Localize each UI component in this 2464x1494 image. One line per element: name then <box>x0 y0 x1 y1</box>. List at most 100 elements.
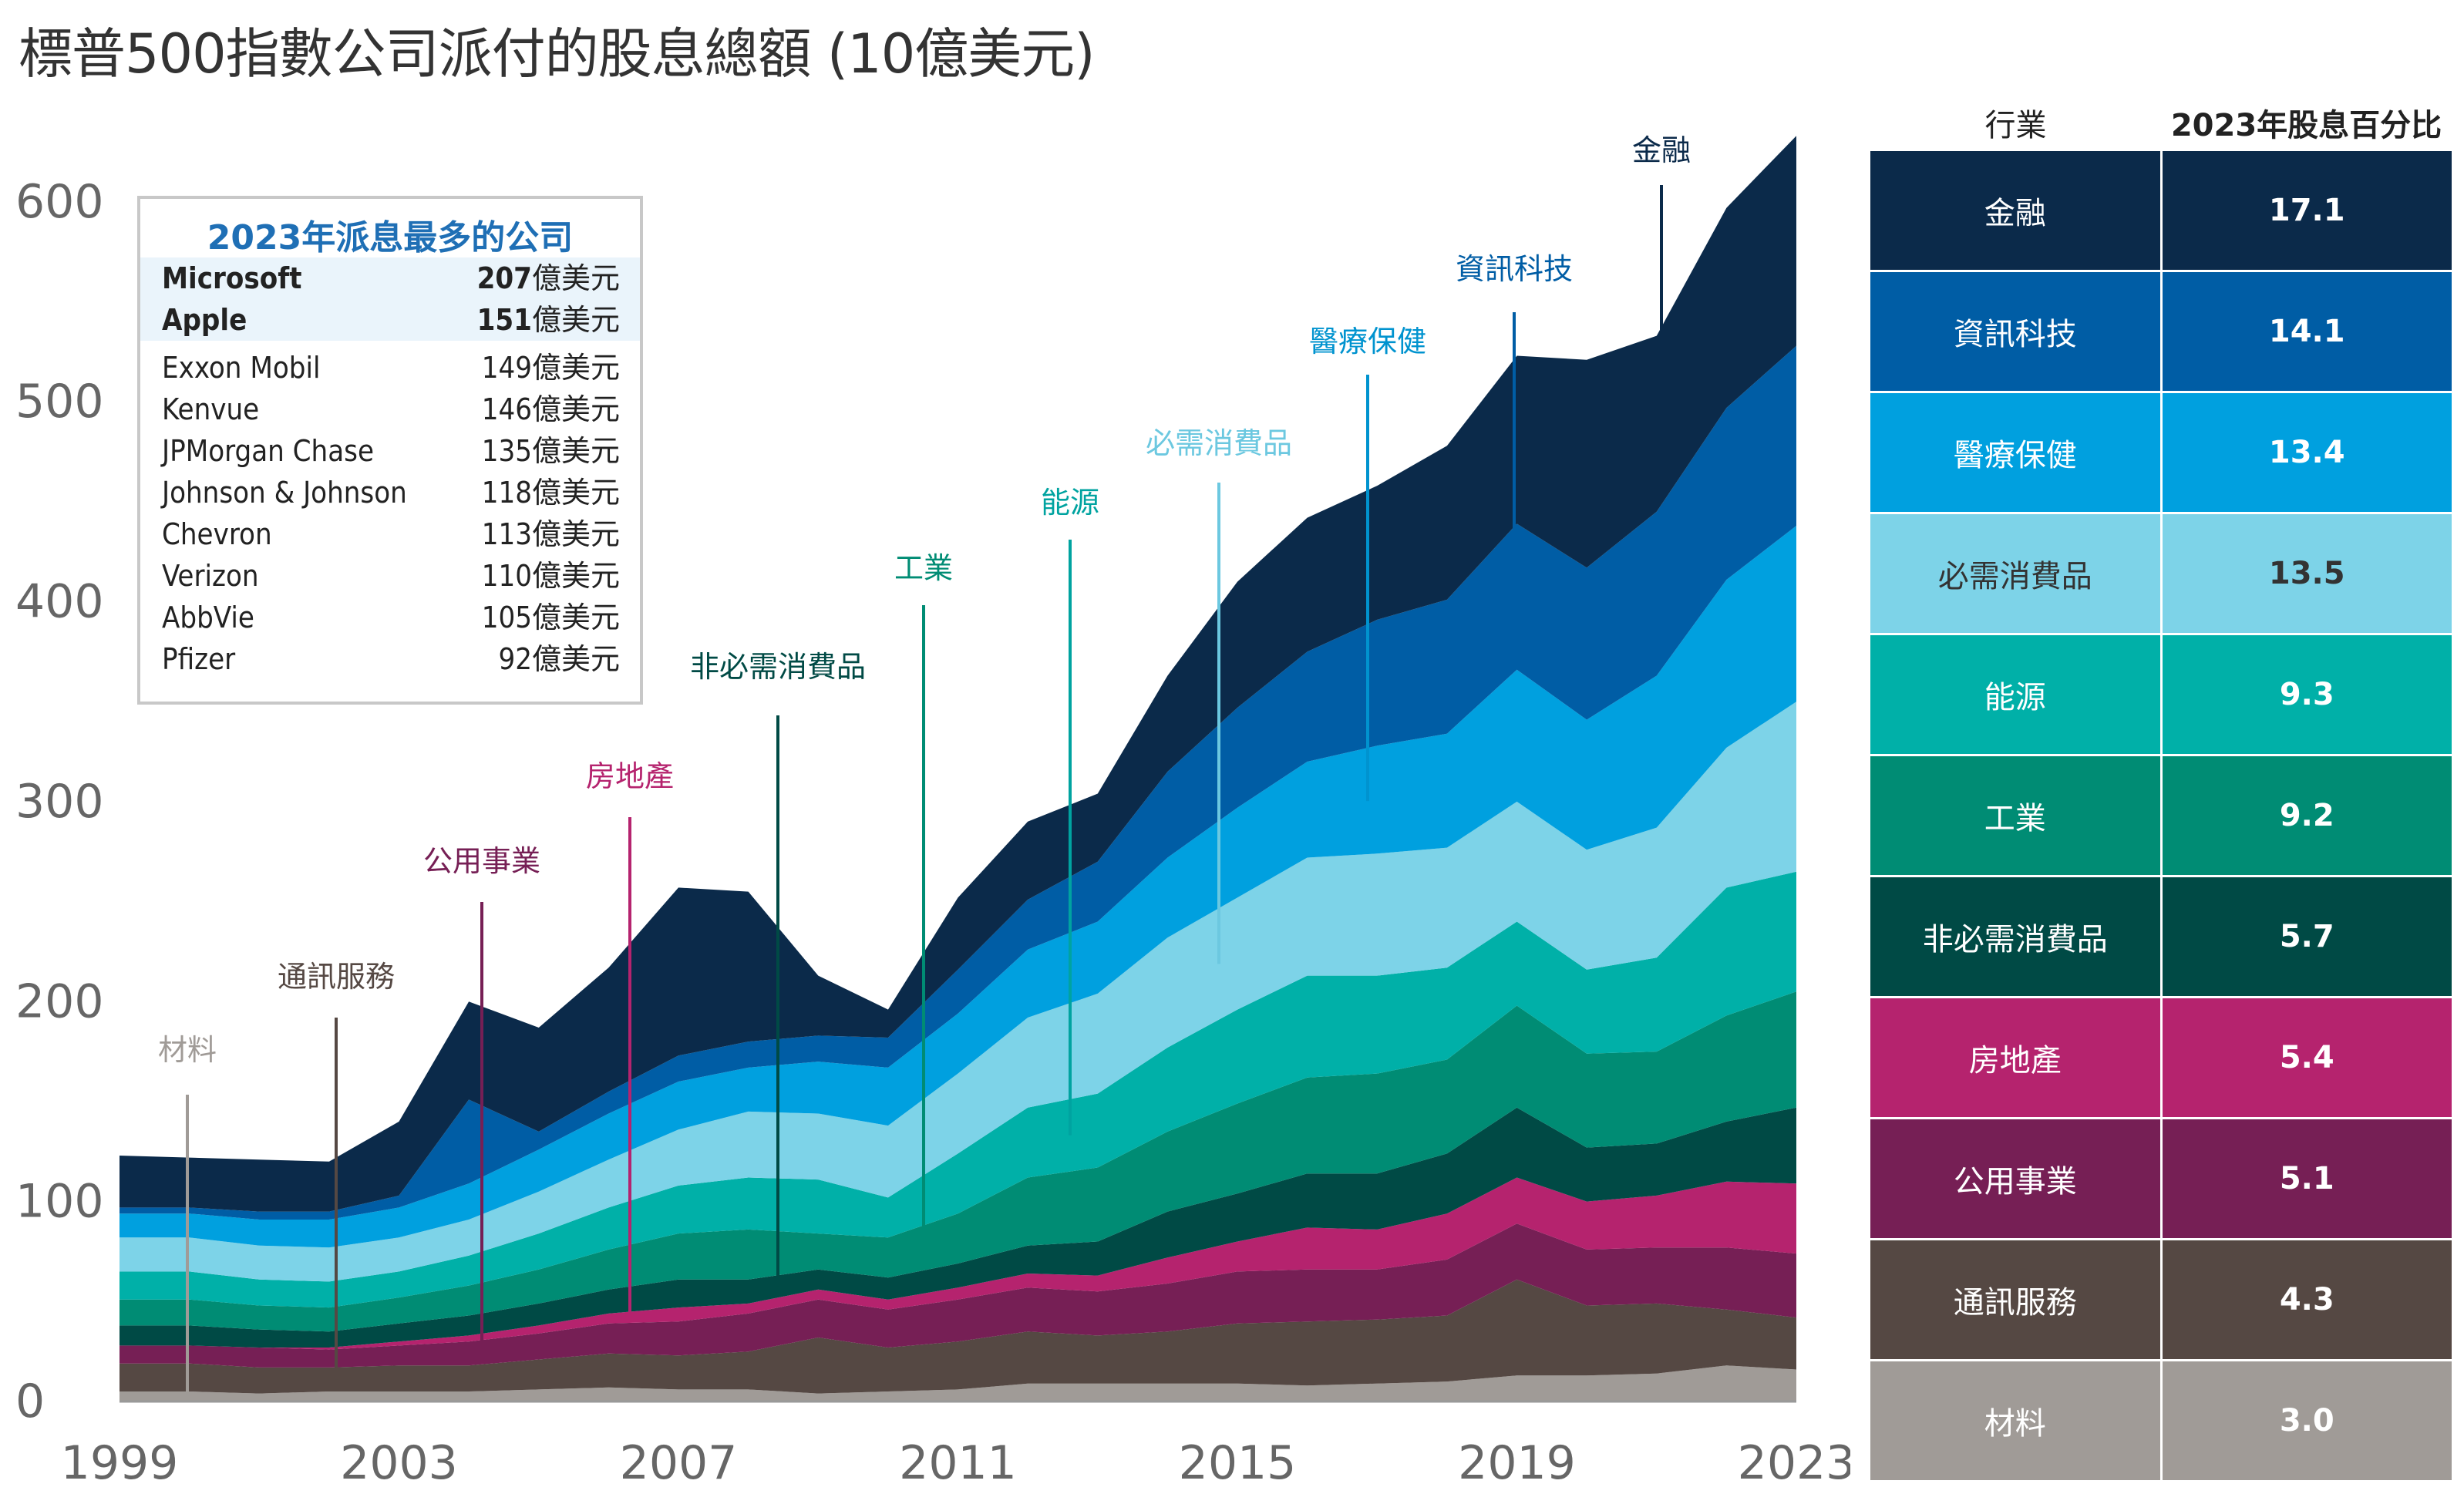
dividend-value: 92 <box>498 642 532 676</box>
dividend-value: 146 <box>481 392 532 426</box>
dividend-unit: 億美元 <box>531 559 620 593</box>
sector-label: 工業 <box>894 551 953 585</box>
sector-row: 金融 17.1 <box>1870 151 2452 272</box>
sector-row: 必需消費品 13.5 <box>1870 514 2452 635</box>
dividend-value: 149 <box>481 351 532 385</box>
dividend-amount: 149億美元 <box>482 347 620 389</box>
area-layers <box>119 136 1796 1401</box>
sector-percent: 14.1 <box>2159 272 2452 391</box>
top-payer-row: Microsoft 207億美元 <box>140 257 640 299</box>
sector-label: 資訊科技 <box>1456 252 1573 286</box>
sector-row: 能源 9.3 <box>1870 635 2452 756</box>
top-payer-row: Johnson & Johnson 118億美元 <box>140 472 640 513</box>
top-payer-row: Verizon 110億美元 <box>140 555 640 597</box>
top-payer-row: Chevron 113億美元 <box>140 513 640 555</box>
dividend-amount: 135億美元 <box>482 430 620 472</box>
area-材料 <box>119 1365 1796 1401</box>
dividend-value: 118 <box>481 476 532 510</box>
sector-percent: 9.3 <box>2159 635 2452 754</box>
y-tick-label: 300 <box>15 775 104 829</box>
company-name: Apple <box>162 303 247 337</box>
sector-column-header: 行業 <box>1984 108 2047 143</box>
sector-name: 房地產 <box>1870 998 2160 1117</box>
sector-percent: 5.4 <box>2159 998 2452 1117</box>
sector-name: 材料 <box>1870 1361 2160 1480</box>
top-payers-highlighted: Microsoft 207億美元 Apple 151億美元 <box>140 257 640 341</box>
area-能源 <box>119 871 1796 1308</box>
sector-percent: 9.2 <box>2159 756 2452 875</box>
company-name: Verizon <box>162 559 259 593</box>
sector-leader-lines: 材料 通訊服務 公用事業 房地產 非必需消費品 工業 能源 必需消費品 醫療保健 資訊科技 金融 <box>158 133 1691 1401</box>
sector-label: 能源 <box>1041 486 1099 520</box>
company-name: Microsoft <box>162 261 302 295</box>
dividend-amount: 146億美元 <box>482 389 620 430</box>
sector-label: 通訊服務 <box>278 960 395 994</box>
sector-percent: 5.7 <box>2159 877 2452 996</box>
x-tick-label: 2015 <box>1179 1436 1297 1490</box>
company-name: Pfizer <box>162 642 236 676</box>
dividend-unit: 億美元 <box>531 303 620 337</box>
top-payer-row: Exxon Mobil 149億美元 <box>140 347 640 389</box>
y-tick-label: 100 <box>15 1175 104 1229</box>
sector-row: 通訊服務 4.3 <box>1870 1240 2452 1361</box>
dividend-value: 135 <box>481 434 532 468</box>
sector-label: 金融 <box>1632 133 1691 167</box>
dividend-amount: 92億美元 <box>498 638 620 680</box>
sector-name: 通訊服務 <box>1870 1240 2160 1359</box>
stacked-area-chart: 材料 通訊服務 公用事業 房地產 非必需消費品 工業 能源 必需消費品 醫療保健 資訊科技 金融 0… <box>15 133 1850 1490</box>
company-name: Exxon Mobil <box>162 351 321 385</box>
x-tick-label: 2003 <box>340 1436 458 1490</box>
x-tick-label: 2023 <box>1738 1436 1850 1490</box>
sector-name: 金融 <box>1870 151 2160 270</box>
dividend-unit: 億美元 <box>531 392 620 426</box>
dividend-amount: 151億美元 <box>477 299 620 341</box>
dividend-value: 151 <box>476 303 532 337</box>
x-tick-label: 2007 <box>620 1436 738 1490</box>
top-payer-row: Pfizer 92億美元 <box>140 638 640 680</box>
company-name: Johnson & Johnson <box>162 476 407 510</box>
sector-name: 資訊科技 <box>1870 272 2160 391</box>
y-tick-label: 0 <box>15 1375 45 1428</box>
percent-column-header: 2023年股息百分比 <box>2170 108 2442 143</box>
dividend-unit: 億美元 <box>531 434 620 468</box>
x-axis: 1999 2003 2007 2011 2015 2019 2023 <box>61 1400 1850 1490</box>
sector-label: 公用事業 <box>423 844 540 878</box>
sector-name: 醫療保健 <box>1870 393 2160 512</box>
sector-label: 房地產 <box>586 759 674 793</box>
sector-row: 非必需消費品 5.7 <box>1870 877 2452 998</box>
dividend-amount: 105億美元 <box>482 597 620 638</box>
top-payers-box: 2023年派息最多的公司 Microsoft 207億美元 Apple 151億美元 … <box>137 196 643 705</box>
page-title: 標普500指數公司派付的股息總額 (10億美元) <box>19 22 1096 86</box>
y-tick-label: 500 <box>15 375 104 429</box>
dividend-amount: 118億美元 <box>482 472 620 513</box>
sector-percent: 4.3 <box>2159 1240 2452 1359</box>
sector-percent: 13.5 <box>2159 514 2452 633</box>
top-payer-row: AbbVie 105億美元 <box>140 597 640 638</box>
sector-row: 材料 3.0 <box>1870 1361 2452 1482</box>
sector-row: 醫療保健 13.4 <box>1870 393 2452 514</box>
sector-label: 非必需消費品 <box>690 650 866 684</box>
dividend-unit: 億美元 <box>531 261 620 295</box>
sector-percent: 13.4 <box>2159 393 2452 512</box>
sector-row: 資訊科技 14.1 <box>1870 272 2452 393</box>
area-公用事業 <box>119 1223 1796 1368</box>
dividend-value: 110 <box>481 559 532 593</box>
top-payers-title: 2023年派息最多的公司 <box>207 218 574 257</box>
company-name: Chevron <box>162 517 272 551</box>
sector-percent: 3.0 <box>2159 1361 2452 1480</box>
x-tick-label: 1999 <box>61 1436 179 1490</box>
x-tick-label: 2019 <box>1458 1436 1576 1490</box>
sector-share-table: 行業 2023年股息百分比 金融 17.1 資訊科技 14.1 醫療保健 13.4 必需消費… <box>1870 100 2452 1482</box>
dividend-unit: 億美元 <box>531 601 620 634</box>
top-payer-row: Apple 151億美元 <box>140 299 640 341</box>
company-name: AbbVie <box>162 601 254 634</box>
sector-name: 公用事業 <box>1870 1119 2160 1238</box>
dividend-value: 207 <box>476 261 532 295</box>
sector-name: 工業 <box>1870 756 2160 875</box>
sector-row: 工業 9.2 <box>1870 756 2452 877</box>
sector-name: 非必需消費品 <box>1870 877 2160 996</box>
y-axis: 0 100 200 300 400 500 600 <box>15 175 104 1428</box>
dividend-unit: 億美元 <box>531 476 620 510</box>
sector-name: 必需消費品 <box>1870 514 2160 633</box>
dividend-amount: 110億美元 <box>482 555 620 597</box>
